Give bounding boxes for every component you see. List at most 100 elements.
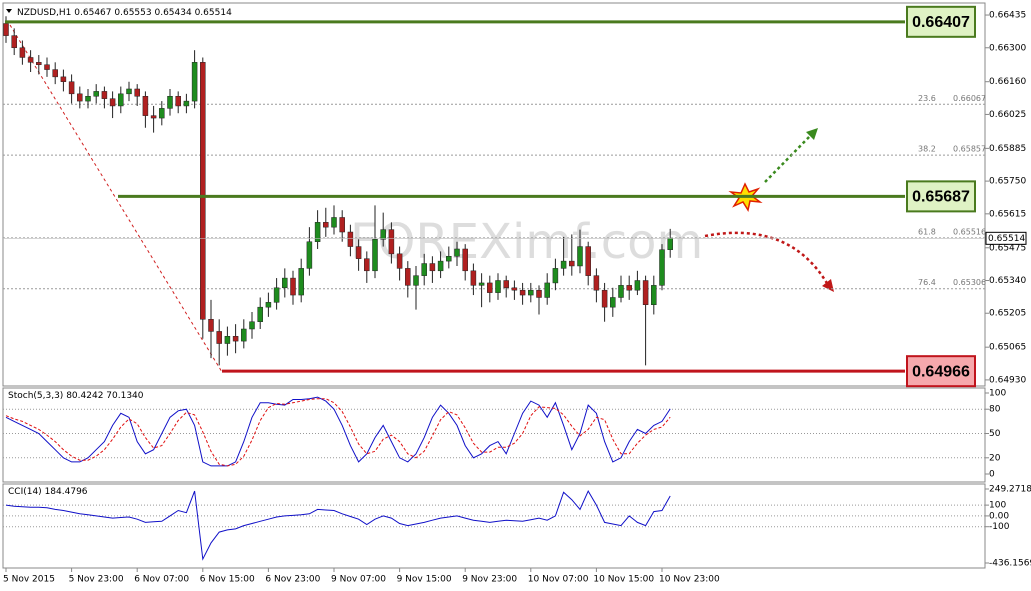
candle-body xyxy=(478,282,485,286)
candle-body xyxy=(388,229,395,255)
candle-body xyxy=(134,88,140,97)
candle-body xyxy=(150,115,157,119)
candle-body xyxy=(183,100,190,107)
y-tick-label: 100 xyxy=(989,501,1006,511)
open: 0.65467 xyxy=(74,8,111,18)
candle-body xyxy=(257,306,263,322)
menu-triangle xyxy=(6,9,12,13)
candle-body xyxy=(593,275,600,291)
candle-body xyxy=(487,282,493,293)
candle-body xyxy=(470,270,477,286)
candle-body xyxy=(528,289,534,296)
candle-body xyxy=(282,277,288,289)
fib-value: 0.66067 xyxy=(953,94,986,103)
candle-body xyxy=(11,35,17,49)
candle-body xyxy=(437,260,444,272)
fib-value: 0.65516 xyxy=(953,227,986,236)
candle-body xyxy=(60,76,67,82)
candle-body xyxy=(118,93,124,107)
candle-body xyxy=(651,285,657,306)
y-tick-label: 0.00 xyxy=(989,511,1009,521)
y-tick-label: -100 xyxy=(989,522,1010,532)
fib-value: 0.65857 xyxy=(953,145,986,154)
candle-body xyxy=(413,275,419,286)
stoch-frame xyxy=(2,387,986,483)
candle-body xyxy=(405,268,411,286)
candle-body xyxy=(44,64,50,70)
x-tick-label: 10 Nov 23:00 xyxy=(659,575,720,585)
candle-body xyxy=(241,328,247,342)
candle-body xyxy=(77,93,83,102)
main-frame xyxy=(2,2,986,387)
candle-body xyxy=(224,336,231,344)
stoch-header: Stoch(5,3,3) 80.4242 70.1340 xyxy=(8,391,144,401)
candle-body xyxy=(208,319,214,332)
candle-body xyxy=(265,302,272,308)
candle-body xyxy=(68,81,75,95)
level-box xyxy=(906,355,976,388)
watermark: FOREXimf.com xyxy=(350,214,703,270)
candle-body xyxy=(109,98,116,107)
candle-body xyxy=(569,260,575,267)
y-tick-label: 0 xyxy=(989,470,995,480)
level-box xyxy=(906,5,976,38)
y-tick-label: 50 xyxy=(989,429,1001,439)
fib-ratio: 61.8 xyxy=(918,227,936,236)
candle-body xyxy=(273,287,280,303)
level-label: 0.64966 xyxy=(912,363,970,380)
fib-ratio: 38.2 xyxy=(918,145,936,154)
x-tick-label: 6 Nov 15:00 xyxy=(200,575,255,585)
y-tick-label: 0.65475 xyxy=(989,243,1026,253)
candle-body xyxy=(503,280,509,289)
candle-body xyxy=(462,248,468,272)
candle-body xyxy=(560,260,567,269)
y-tick-label: 20 xyxy=(989,453,1001,463)
candle-body xyxy=(314,222,321,242)
candle-body xyxy=(93,91,99,97)
candle-body xyxy=(618,285,624,298)
candle-body xyxy=(421,263,427,276)
candle-body xyxy=(577,246,583,267)
x-tick-label: 6 Nov 23:00 xyxy=(265,575,320,585)
fib-trend-line xyxy=(9,24,223,373)
y-tick-label: 0.65340 xyxy=(989,276,1026,286)
y-tick-label: -436.1569 xyxy=(989,559,1031,569)
candle-body xyxy=(396,253,403,269)
y-tick-label: 0.65750 xyxy=(989,177,1026,187)
candle-body xyxy=(290,277,296,296)
price-tag-label: 0.65514 xyxy=(988,234,1025,244)
candle-body xyxy=(667,238,673,250)
fib-ratio: 76.4 xyxy=(918,278,936,287)
candle-body xyxy=(454,248,460,257)
candle-body xyxy=(27,57,34,63)
candle-body xyxy=(200,62,206,320)
y-tick-label: 0.65615 xyxy=(989,209,1026,219)
candle-body xyxy=(52,69,58,78)
y-tick-label: 80 xyxy=(989,405,1001,415)
readout: 184.4796 xyxy=(45,487,88,497)
chart-header: NZDUSD,H1 0.65467 0.65553 0.65434 0.6551… xyxy=(17,8,232,18)
title: Stoch(5,3,3) xyxy=(8,391,63,401)
candle-body xyxy=(380,229,386,240)
indicator-line xyxy=(5,490,671,561)
candle-body xyxy=(495,280,501,293)
y-tick-label: 0.66025 xyxy=(989,110,1026,120)
indicator-line xyxy=(5,396,671,467)
candle-body xyxy=(331,217,337,228)
candle-body xyxy=(347,231,354,247)
low: 0.65434 xyxy=(154,8,191,18)
candle-body xyxy=(610,297,616,308)
up-arrow-head xyxy=(806,128,818,140)
candle-body xyxy=(232,336,239,342)
candle-body xyxy=(175,95,181,107)
y-tick-label: 0.65205 xyxy=(989,309,1026,319)
level-box xyxy=(906,180,976,213)
candle-body xyxy=(126,88,132,95)
symbol: NZDUSD,H1 xyxy=(17,8,71,18)
down-arrow xyxy=(704,231,830,286)
candle-body xyxy=(167,95,173,109)
candle-body xyxy=(659,249,665,286)
y-tick-label: 100 xyxy=(989,389,1006,399)
candle-body xyxy=(429,263,436,272)
